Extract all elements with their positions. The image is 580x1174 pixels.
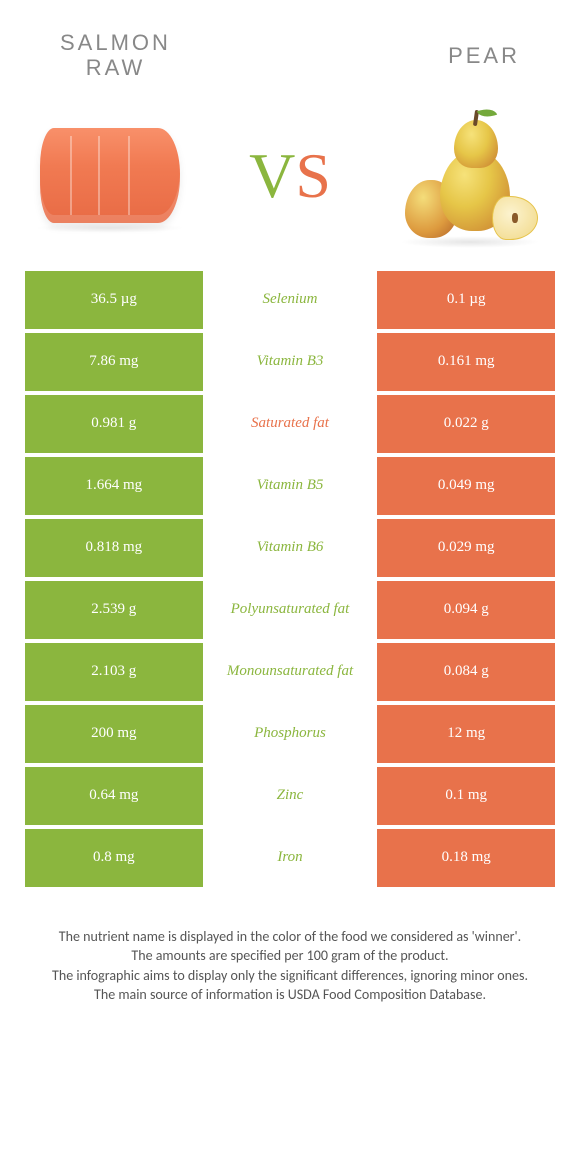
value-food1: 2.103 g <box>25 643 203 701</box>
footer-line-4: The main source of information is USDA F… <box>38 985 542 1005</box>
vs-s: S <box>295 139 331 213</box>
value-food2: 0.18 mg <box>377 829 555 887</box>
value-food1: 2.539 g <box>25 581 203 639</box>
value-food2: 0.022 g <box>377 395 555 453</box>
value-food1: 36.5 µg <box>25 271 203 329</box>
value-food1: 0.981 g <box>25 395 203 453</box>
vs-v: V <box>249 139 295 213</box>
footer-notes: The nutrient name is displayed in the co… <box>0 891 580 1005</box>
table-row: 2.103 gMonounsaturated fat0.084 g <box>25 643 555 701</box>
food1-title-line1: Salmon <box>60 30 171 55</box>
nutrient-name: Monounsaturated fat <box>203 643 378 701</box>
nutrient-name: Selenium <box>203 271 378 329</box>
value-food2: 0.049 mg <box>377 457 555 515</box>
value-food1: 1.664 mg <box>25 457 203 515</box>
salmon-illustration <box>40 128 180 223</box>
hero-row: V S <box>0 91 580 271</box>
nutrient-name: Vitamin B6 <box>203 519 378 577</box>
food2-image <box>385 101 555 251</box>
value-food1: 0.8 mg <box>25 829 203 887</box>
value-food2: 0.084 g <box>377 643 555 701</box>
value-food1: 0.64 mg <box>25 767 203 825</box>
nutrient-name: Phosphorus <box>203 705 378 763</box>
footer-line-2: The amounts are specified per 100 gram o… <box>38 946 542 966</box>
nutrient-name: Polyunsaturated fat <box>203 581 378 639</box>
table-row: 0.981 gSaturated fat0.022 g <box>25 395 555 453</box>
food1-title-line2: raw <box>86 55 146 80</box>
table-row: 0.818 mgVitamin B60.029 mg <box>25 519 555 577</box>
table-row: 2.539 gPolyunsaturated fat0.094 g <box>25 581 555 639</box>
table-row: 0.8 mgIron0.18 mg <box>25 829 555 887</box>
nutrient-name: Vitamin B5 <box>203 457 378 515</box>
value-food2: 12 mg <box>377 705 555 763</box>
nutrient-name: Saturated fat <box>203 395 378 453</box>
nutrient-name: Vitamin B3 <box>203 333 378 391</box>
pear-illustration <box>390 96 550 256</box>
value-food2: 0.094 g <box>377 581 555 639</box>
value-food1: 0.818 mg <box>25 519 203 577</box>
food1-image <box>25 101 195 251</box>
value-food2: 0.029 mg <box>377 519 555 577</box>
value-food2: 0.161 mg <box>377 333 555 391</box>
table-row: 0.64 mgZinc0.1 mg <box>25 767 555 825</box>
value-food1: 7.86 mg <box>25 333 203 391</box>
value-food1: 200 mg <box>25 705 203 763</box>
value-food2: 0.1 µg <box>377 271 555 329</box>
footer-line-1: The nutrient name is displayed in the co… <box>38 927 542 947</box>
table-row: 200 mgPhosphorus12 mg <box>25 705 555 763</box>
table-row: 1.664 mgVitamin B50.049 mg <box>25 457 555 515</box>
food1-title: Salmon raw <box>60 30 171 81</box>
food2-title: Pear <box>448 43 520 68</box>
vs-label: V S <box>249 139 331 213</box>
value-food2: 0.1 mg <box>377 767 555 825</box>
footer-line-3: The infographic aims to display only the… <box>38 966 542 986</box>
nutrient-name: Iron <box>203 829 378 887</box>
title-row: Salmon raw Pear <box>0 0 580 91</box>
table-row: 36.5 µgSelenium0.1 µg <box>25 271 555 329</box>
table-row: 7.86 mgVitamin B30.161 mg <box>25 333 555 391</box>
nutrient-name: Zinc <box>203 767 378 825</box>
nutrient-table: 36.5 µgSelenium0.1 µg7.86 mgVitamin B30.… <box>25 271 555 887</box>
